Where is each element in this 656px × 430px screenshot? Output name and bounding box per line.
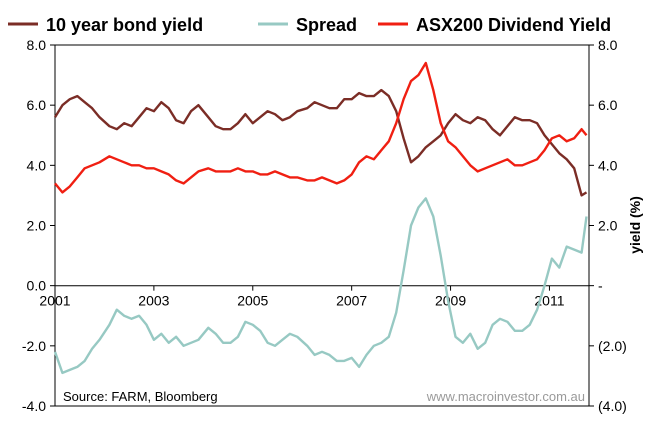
- series-line-spread: [53, 197, 588, 375]
- x-tick-label: 2001: [39, 293, 70, 309]
- y-axis-left: 8.0 6.0 4.0 2.0 0.0 -2.0 -4.0: [22, 37, 55, 414]
- y-tick-label-right: -: [598, 278, 603, 294]
- series-lines: [53, 61, 588, 375]
- y-tick-label-left: -4.0: [22, 398, 46, 414]
- y-axis-right: 8.0 6.0 4.0 2.0 - (2.0) (4.0): [589, 37, 627, 414]
- y-tick-label-left: 6.0: [27, 97, 47, 113]
- y-tick-label-left: -2.0: [22, 338, 46, 354]
- x-tick-label: 2005: [237, 293, 268, 309]
- y-tick-label-left: 8.0: [27, 37, 47, 53]
- website-annotation: www.macroinvestor.com.au: [426, 389, 585, 404]
- y2-axis-label: yield (%): [627, 196, 643, 254]
- legend-label-bond-yield: 10 year bond yield: [46, 15, 203, 35]
- legend-label-spread: Spread: [296, 15, 357, 35]
- series-line-dividend-yield: [54, 61, 588, 194]
- y-tick-label-right: 6.0: [598, 97, 618, 113]
- y-tick-label-left: 0.0: [27, 278, 47, 294]
- series-line-bond-yield: [53, 88, 588, 197]
- y-tick-label-right: 4.0: [598, 157, 618, 173]
- x-axis: 2001 2003 2005 2007 2009 2011: [39, 285, 565, 309]
- y-tick-label-right: (4.0): [598, 398, 627, 414]
- legend: 10 year bond yield Spread ASX200 Dividen…: [8, 15, 611, 35]
- legend-label-dividend-yield: ASX200 Dividend Yield: [416, 15, 611, 35]
- y-tick-label-left: 2.0: [27, 218, 47, 234]
- source-annotation: Source: FARM, Bloomberg: [63, 389, 218, 404]
- x-tick-label: 2009: [435, 293, 466, 309]
- y-tick-label-right: 8.0: [598, 37, 618, 53]
- x-tick-label: 2003: [138, 293, 169, 309]
- y-tick-label-right: 2.0: [598, 218, 618, 234]
- x-tick-label: 2007: [336, 293, 367, 309]
- y-tick-label-right: (2.0): [598, 338, 627, 354]
- y-tick-label-left: 4.0: [27, 157, 47, 173]
